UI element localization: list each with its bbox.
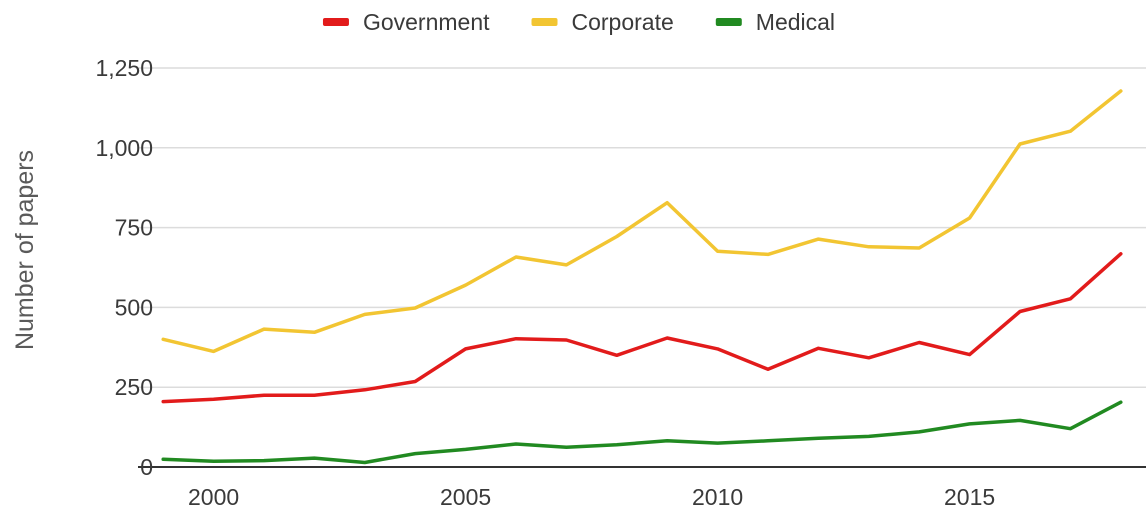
legend-item-medical: Medical bbox=[715, 9, 835, 35]
x-tick-label: 2005 bbox=[440, 484, 491, 510]
x-tick-label: 2015 bbox=[944, 484, 995, 510]
legend-swatch bbox=[531, 18, 558, 26]
x-tick-label: 2010 bbox=[692, 484, 743, 510]
y-axis-title: Number of papers bbox=[11, 150, 39, 350]
legend-label: Government bbox=[363, 9, 490, 35]
legend-label: Medical bbox=[756, 9, 835, 35]
x-tick-label: 2000 bbox=[188, 484, 239, 510]
series-line-government bbox=[161, 252, 1123, 404]
y-tick-label: 250 bbox=[115, 374, 153, 400]
legend-swatch bbox=[715, 18, 742, 26]
legend-swatch bbox=[322, 18, 349, 26]
y-tick-label: 0 bbox=[140, 454, 153, 480]
y-tick-label: 1,000 bbox=[95, 135, 153, 161]
legend: Government Corporate Medical bbox=[322, 9, 835, 35]
gridlines bbox=[138, 67, 1146, 468]
legend-item-corporate: Corporate bbox=[531, 9, 674, 35]
y-tick-label: 750 bbox=[115, 215, 153, 241]
series-line-corporate bbox=[161, 89, 1123, 354]
y-axis-ticks: 0 250 500 750 1,000 1,250 bbox=[95, 55, 153, 480]
y-tick-label: 500 bbox=[115, 294, 153, 320]
legend-item-government: Government bbox=[322, 9, 490, 35]
series-line-medical bbox=[161, 400, 1123, 465]
legend-label: Corporate bbox=[572, 9, 674, 35]
x-axis-ticks: 2000 2005 2010 2015 bbox=[188, 484, 995, 510]
y-tick-label: 1,250 bbox=[95, 55, 153, 81]
series-lines bbox=[161, 89, 1123, 465]
